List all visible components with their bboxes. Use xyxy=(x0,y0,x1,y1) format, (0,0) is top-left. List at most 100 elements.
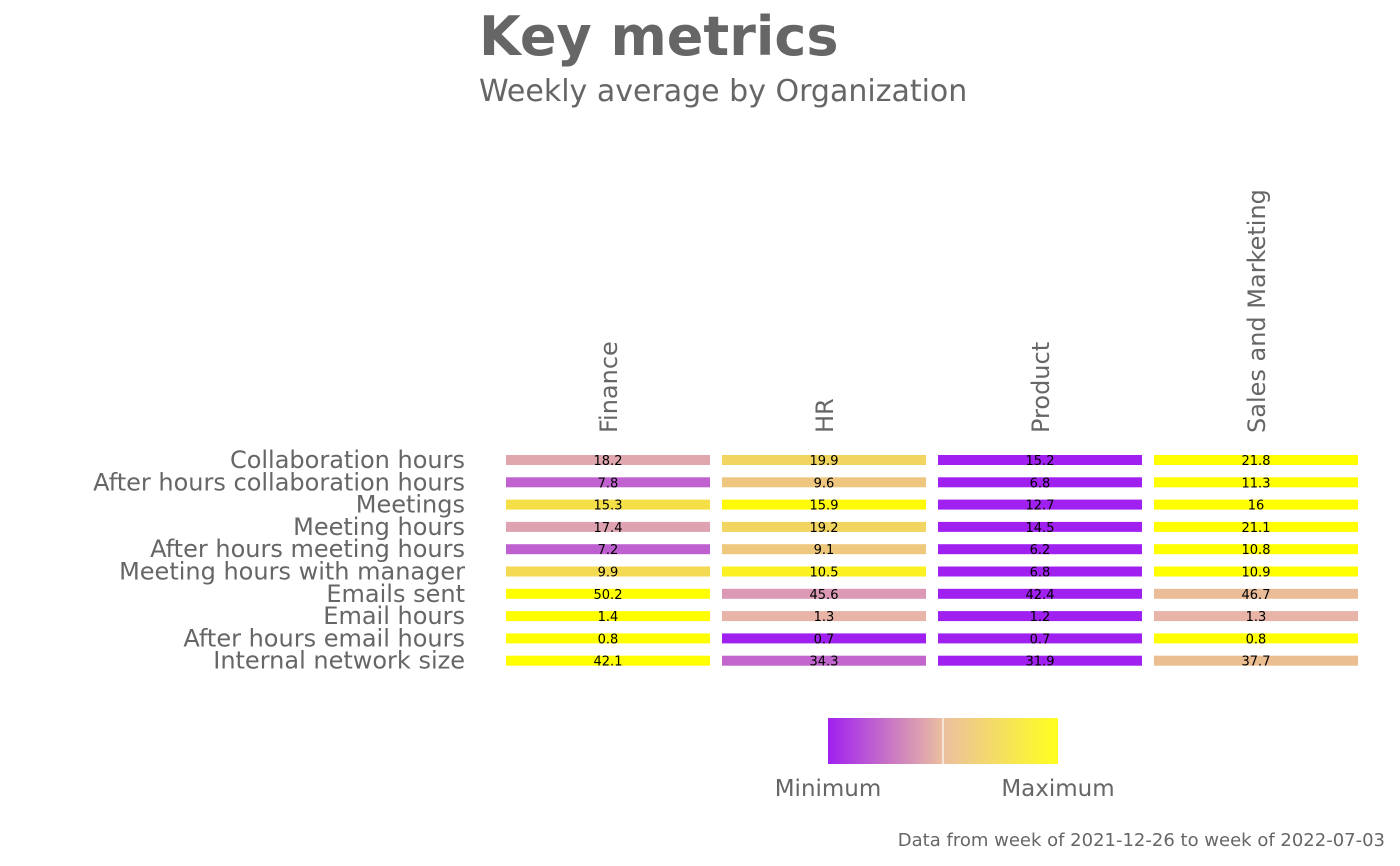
heatmap-cell xyxy=(722,477,926,488)
row-label-collaboration-hours: Collaboration hours xyxy=(230,446,465,474)
heatmap-cell xyxy=(506,611,710,622)
row-label-internal-network-size: Internal network size xyxy=(213,647,465,675)
heatmap-cell xyxy=(506,633,710,644)
cell-value-label: 10.8 xyxy=(1242,543,1271,558)
column-label-product: Product xyxy=(1027,342,1055,433)
row-label-email-hours: Email hours xyxy=(323,602,465,630)
cell-value-label: 19.9 xyxy=(810,454,839,469)
column-label-hr: HR xyxy=(811,398,839,433)
heatmap-cells: 18.2 19.9 15.2 21.8 7.8 9.6 6.8 11.3 15.3 15.9 12.… xyxy=(506,454,1358,670)
row-label-meeting-hours-with-manager: Meeting hours with manager xyxy=(119,558,465,586)
cell-value-label: 18.2 xyxy=(594,454,623,469)
heatmap-cell xyxy=(506,521,710,532)
heatmap-cell xyxy=(938,588,1142,599)
heatmap-cell xyxy=(722,544,926,555)
heatmap-cell xyxy=(1154,499,1358,510)
row-label-after-hours-email-hours: After hours email hours xyxy=(183,624,465,652)
heatmap-cell xyxy=(938,633,1142,644)
cell-value-label: 9.1 xyxy=(814,543,835,558)
heatmap-cell xyxy=(1154,544,1358,555)
cell-value-label: 9.6 xyxy=(814,476,835,491)
cell-value-label: 50.2 xyxy=(594,588,623,603)
heatmap-cell xyxy=(506,544,710,555)
heatmap-cell xyxy=(938,566,1142,577)
heatmap-cell xyxy=(1154,477,1358,488)
cell-value-label: 10.5 xyxy=(810,566,839,581)
heatmap-cell xyxy=(722,499,926,510)
heatmap-cell xyxy=(1154,455,1358,465)
heatmap-cell xyxy=(722,566,926,577)
heatmap-cell xyxy=(722,611,926,622)
heatmap-cell xyxy=(938,477,1142,488)
column-labels: Finance HR Product Sales and Marketing xyxy=(595,189,1271,433)
cell-value-label: 42.4 xyxy=(1026,588,1055,603)
column-label-sales-and-marketing: Sales and Marketing xyxy=(1243,189,1271,433)
cell-value-label: 10.9 xyxy=(1242,566,1271,581)
cell-value-label: 45.6 xyxy=(810,588,839,603)
cell-value-label: 11.3 xyxy=(1242,476,1271,491)
cell-value-label: 14.5 xyxy=(1026,521,1055,536)
heatmap-cell xyxy=(506,655,710,666)
cell-value-label: 15.3 xyxy=(594,499,623,514)
cell-value-label: 0.8 xyxy=(1246,632,1267,647)
row-label-after-hours-meeting-hours: After hours meeting hours xyxy=(150,535,465,563)
heatmap-cell xyxy=(722,455,926,465)
heatmap-cell xyxy=(938,521,1142,532)
cell-value-label: 31.9 xyxy=(1026,655,1055,670)
cell-value-label: 21.8 xyxy=(1242,454,1271,469)
heatmap-cell xyxy=(1154,611,1358,622)
cell-value-label: 6.8 xyxy=(1030,566,1051,581)
chart-title: Key metrics xyxy=(479,5,839,68)
heatmap-cell xyxy=(938,455,1142,465)
chart-caption: Data from week of 2021-12-26 to week of … xyxy=(898,830,1385,851)
cell-value-label: 7.2 xyxy=(598,543,619,558)
heatmap-cell xyxy=(506,588,710,599)
cell-value-label: 9.9 xyxy=(598,566,619,581)
cell-value-label: 21.1 xyxy=(1242,521,1271,536)
row-label-after-hours-collaboration-hours: After hours collaboration hours xyxy=(93,468,465,496)
cell-value-label: 19.2 xyxy=(810,521,839,536)
heatmap-cell xyxy=(938,611,1142,622)
heatmap-cell xyxy=(938,499,1142,510)
chart-subtitle: Weekly average by Organization xyxy=(479,74,967,109)
heatmap-cell xyxy=(506,455,710,465)
heatmap-cell xyxy=(722,521,926,532)
color-legend: Minimum Maximum xyxy=(775,718,1115,802)
row-label-meeting-hours: Meeting hours xyxy=(293,513,465,541)
cell-value-label: 0.7 xyxy=(814,632,835,647)
cell-value-label: 17.4 xyxy=(594,521,623,536)
cell-value-label: 0.7 xyxy=(1030,632,1051,647)
heatmap-cell xyxy=(938,544,1142,555)
heatmap-cell xyxy=(1154,588,1358,599)
cell-value-label: 1.3 xyxy=(814,610,835,625)
heatmap-cell xyxy=(506,566,710,577)
heatmap-cell xyxy=(1154,655,1358,666)
row-label-meetings: Meetings xyxy=(356,491,465,519)
heatmap-cell xyxy=(1154,566,1358,577)
cell-value-label: 12.7 xyxy=(1026,499,1055,514)
heatmap-cell xyxy=(506,499,710,510)
cell-value-label: 0.8 xyxy=(598,632,619,647)
row-label-emails-sent: Emails sent xyxy=(326,580,465,608)
cell-value-label: 46.7 xyxy=(1242,588,1271,603)
legend-min-label: Minimum xyxy=(775,776,882,802)
legend-max-label: Maximum xyxy=(1001,776,1114,802)
heatmap-cell xyxy=(938,655,1142,666)
cell-value-label: 1.4 xyxy=(598,610,619,625)
heatmap-cell xyxy=(722,655,926,666)
heatmap-cell xyxy=(506,477,710,488)
cell-value-label: 6.2 xyxy=(1030,543,1051,558)
cell-value-label: 37.7 xyxy=(1242,655,1271,670)
heatmap-cell xyxy=(722,633,926,644)
cell-value-label: 7.8 xyxy=(598,476,619,491)
heatmap-cell xyxy=(1154,633,1358,644)
cell-value-label: 1.3 xyxy=(1246,610,1267,625)
cell-value-label: 15.2 xyxy=(1026,454,1055,469)
heatmap-cell xyxy=(1154,521,1358,532)
heatmap-cell xyxy=(722,588,926,599)
cell-value-label: 15.9 xyxy=(810,499,839,514)
cell-value-label: 6.8 xyxy=(1030,476,1051,491)
cell-value-label: 1.2 xyxy=(1030,610,1051,625)
